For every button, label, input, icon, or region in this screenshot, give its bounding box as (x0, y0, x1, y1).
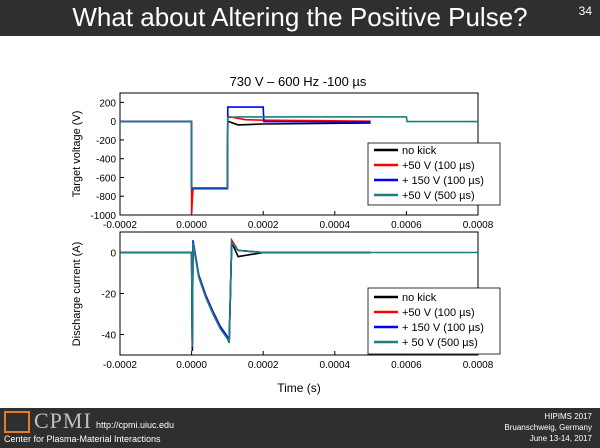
footer-url[interactable]: http://cpmi.uiuc.edu (96, 420, 175, 430)
bottom-xtick-label: 0.0008 (463, 360, 494, 371)
top-series-line-1 (120, 115, 371, 215)
bottom-series-line-3 (120, 240, 478, 347)
bottom-legend-label: + 150 V (100 µs) (402, 322, 484, 334)
top-xtick-label: 0.0000 (176, 220, 207, 231)
bottom-ytick-label: 0 (110, 249, 116, 260)
top-legend-label: +50 V (500 µs) (402, 190, 475, 202)
top-ytick-label: -400 (96, 155, 116, 166)
bottom-plot: 0 -20 -40 -0.0002 0.0000 0.0002 0.0004 0.0006 0… (71, 231, 501, 395)
top-xtick-label: 0.0008 (463, 220, 494, 231)
top-series-line-0 (120, 120, 371, 189)
top-ytick-label: -200 (96, 136, 116, 147)
footer-conference: HIPIMS 2017 (544, 412, 592, 421)
bottom-legend: no kick +50 V (100 µs) + 150 V (100 µs) + 5… (367, 287, 501, 355)
bottom-xlabel: Time (s) (277, 381, 321, 395)
footer-dates: June 13-14, 2017 (529, 434, 592, 443)
bottom-series-line-0 (120, 241, 371, 351)
top-plot: 200 0 -200 -400 -600 -800 -1000 -0.0002 0.0000 0… (71, 92, 501, 231)
footer-location: Bruanschweig, Germany (504, 423, 592, 432)
bottom-xtick-label: 0.0004 (320, 360, 351, 371)
bottom-legend-label: + 50 V (500 µs) (402, 337, 478, 349)
top-legend: no kick +50 V (100 µs) + 150 V (100 µs) +50… (367, 142, 501, 206)
figure: 730 V – 600 Hz -100 µs 2000-200-400-600-… (71, 74, 501, 395)
bottom-ytick-label: -20 (102, 290, 117, 301)
logo-text: CPMI (34, 408, 92, 433)
top-ytick-label: -1000 (90, 211, 116, 222)
top-legend-label: no kick (402, 145, 437, 157)
bottom-xtick-label: 0.0000 (176, 360, 207, 371)
top-ytick-label: -800 (96, 192, 116, 203)
slide-footer (0, 408, 600, 448)
bottom-legend-label: +50 V (100 µs) (402, 307, 475, 319)
top-ytick-label: 200 (99, 98, 116, 109)
top-xtick-label: -0.0002 (103, 220, 137, 231)
top-xtick-label: 0.0006 (391, 220, 422, 231)
top-series-line-3 (120, 116, 478, 189)
top-xtick-label: 0.0004 (320, 220, 351, 231)
bottom-xtick-label: 0.0006 (391, 360, 422, 371)
bottom-ylabel: Discharge current (A) (71, 242, 83, 347)
bottom-ytick-label: -40 (102, 331, 117, 342)
slide-header (0, 0, 600, 36)
bottom-series-line-2 (120, 240, 371, 349)
bottom-xtick-label: -0.0002 (103, 360, 137, 371)
top-ytick-label: 0 (110, 117, 116, 128)
top-ytick-label: -600 (96, 173, 116, 184)
top-xtick-label: 0.0002 (248, 220, 279, 231)
chart-title: 730 V – 600 Hz -100 µs (230, 74, 367, 89)
slide-title: What about Altering the Positive Pulse? (72, 2, 528, 32)
page-number: 34 (578, 4, 592, 18)
bottom-xtick-label: 0.0002 (248, 360, 279, 371)
top-legend-label: + 150 V (100 µs) (402, 175, 484, 187)
top-legend-label: +50 V (100 µs) (402, 160, 475, 172)
top-ylabel: Target voltage (V) (71, 111, 83, 198)
cpmi-logo-icon (4, 411, 30, 433)
bottom-legend-label: no kick (402, 292, 437, 304)
footer-org: Center for Plasma-Material Interactions (4, 434, 161, 444)
